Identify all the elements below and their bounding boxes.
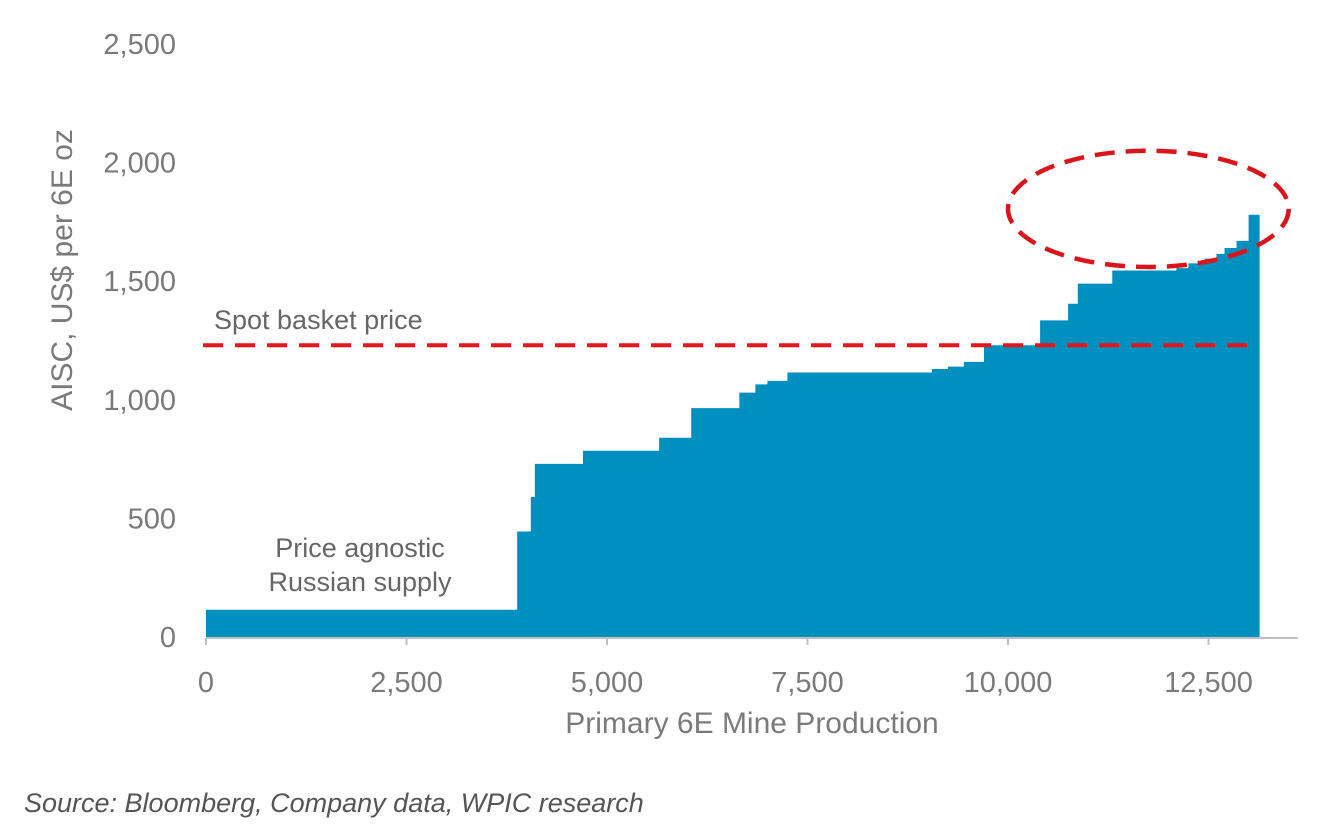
russian-supply-annotation-line-2: Russian supply: [268, 567, 452, 597]
x-axis-title: Primary 6E Mine Production: [565, 707, 938, 740]
y-tick-label: 1,500: [103, 266, 176, 298]
x-tick-label: 12,500: [1164, 667, 1253, 699]
x-tick-label: 0: [198, 667, 214, 699]
source-note: Source: Bloomberg, Company data, WPIC re…: [24, 788, 644, 818]
x-tick-label: 10,000: [964, 667, 1053, 699]
y-tick-label: 500: [128, 503, 176, 535]
x-tick-label: 2,500: [370, 667, 443, 699]
x-tick-label: 7,500: [771, 667, 844, 699]
russian-supply-annotation-line-1: Price agnostic: [275, 533, 445, 563]
y-tick-label: 1,000: [103, 385, 176, 417]
plot-area: [203, 148, 1291, 637]
x-tick-label: 5,000: [571, 667, 644, 699]
y-axis-title: AISC, US$ per 6E oz: [46, 129, 79, 411]
y-tick-label: 0: [160, 622, 176, 654]
cost-curve-area: [206, 214, 1260, 637]
highlight-ellipse: [1005, 148, 1291, 270]
y-axis-ticks: 0 500 1,000 1,500 2,000 2,500: [103, 29, 176, 654]
y-tick-label: 2,500: [103, 29, 176, 61]
x-axis-ticks: 0 2,500 5,000 7,500 10,000 12,500: [198, 638, 1253, 699]
spot-price-label: Spot basket price: [214, 305, 423, 335]
y-tick-label: 2,000: [103, 148, 176, 180]
